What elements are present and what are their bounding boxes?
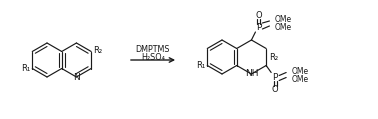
Text: DMPTMS: DMPTMS (136, 45, 170, 55)
Text: H₂SO₄: H₂SO₄ (141, 54, 165, 62)
Text: O: O (255, 10, 262, 20)
Text: OMe: OMe (274, 23, 291, 32)
Text: NH: NH (245, 69, 258, 79)
Text: R₁: R₁ (196, 61, 205, 70)
Text: R₂: R₂ (93, 46, 102, 55)
Text: O: O (272, 85, 279, 94)
Text: OMe: OMe (291, 75, 308, 84)
Text: P: P (273, 73, 278, 82)
Text: OMe: OMe (291, 67, 308, 76)
Text: P: P (256, 22, 261, 32)
Text: R₁: R₁ (21, 64, 30, 73)
Text: OMe: OMe (274, 15, 291, 23)
Text: N: N (73, 72, 80, 82)
Text: R₂: R₂ (269, 52, 278, 62)
